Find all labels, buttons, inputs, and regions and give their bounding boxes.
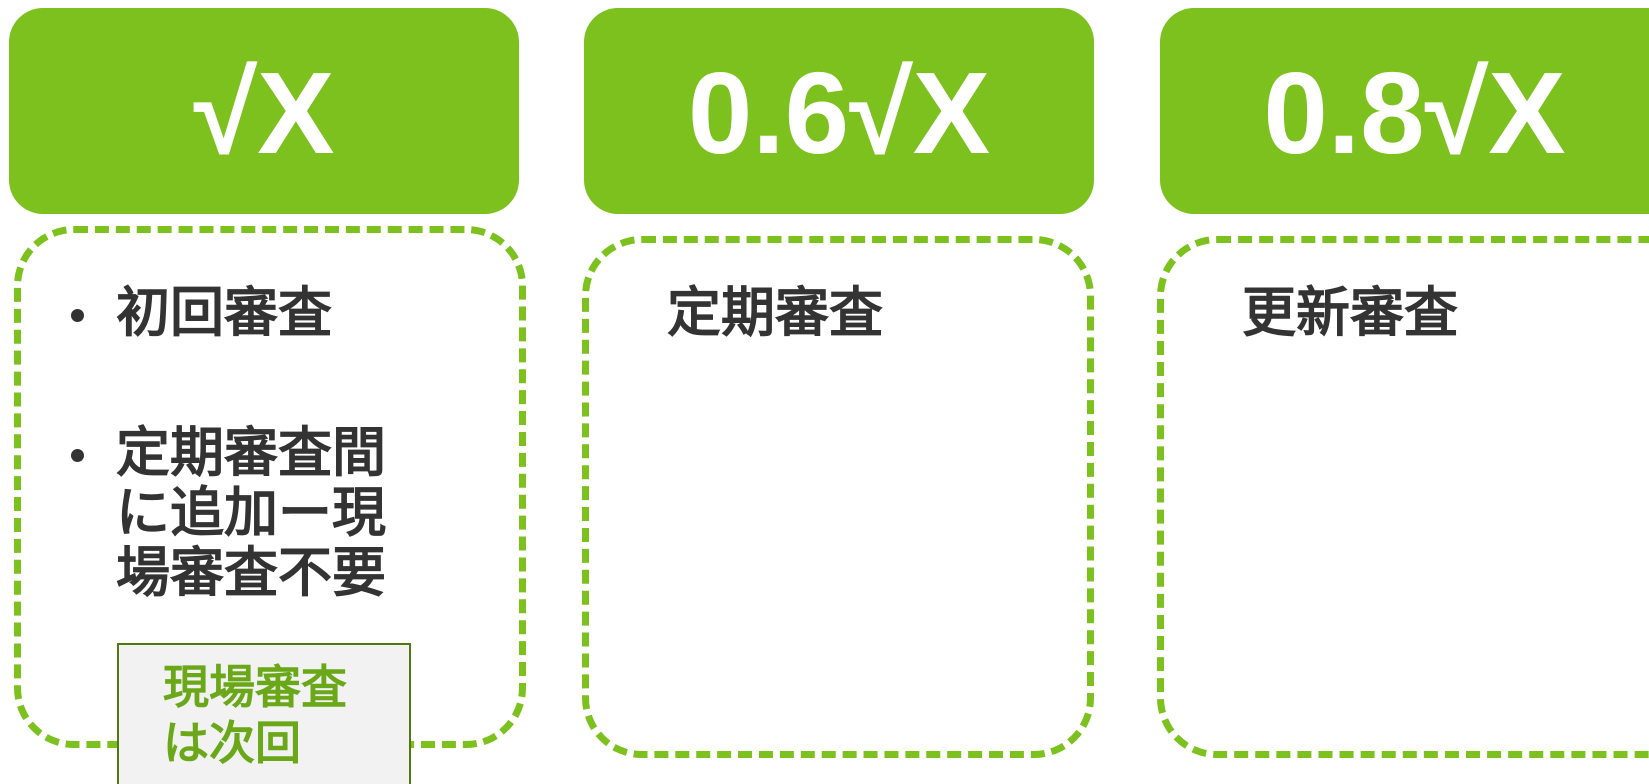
panel-content-2: 定期審査 [667,283,883,343]
dashed-panel-2 [582,236,1094,758]
bullet-item-label: 定期審査間に追加ー現場審査不要 [116,421,386,604]
note-line-1: 現場審査 [163,660,347,714]
panel-content-1: 初回審査 定期審査間に追加ー現場審査不要 [68,283,411,683]
formula-text-3: 0.8√X [1263,48,1566,178]
note-box: 現場審査 は次回 [117,643,411,784]
note-line-2: は次回 [163,716,301,770]
formula-text-2: 0.6√X [687,48,991,178]
panel-content-3: 更新審査 [1242,283,1458,343]
formula-text-1: √X [193,48,335,178]
formula-header-3: 0.8√X [1160,8,1649,214]
dashed-panel-3 [1157,236,1649,758]
bullet-item-initial-audit: 初回審査 [68,283,411,343]
formula-header-1: √X [9,8,519,214]
bullet-item-no-extra-onsite: 定期審査間に追加ー現場審査不要 [68,423,411,603]
panel-label-renewal-audit: 更新審査 [1242,281,1458,344]
panel-label-periodic-audit: 定期審査 [667,281,883,344]
formula-header-2: 0.6√X [584,8,1094,214]
bullet-item-label: 初回審査 [116,281,332,344]
bullet-list: 初回審査 定期審査間に追加ー現場審査不要 [68,283,411,603]
